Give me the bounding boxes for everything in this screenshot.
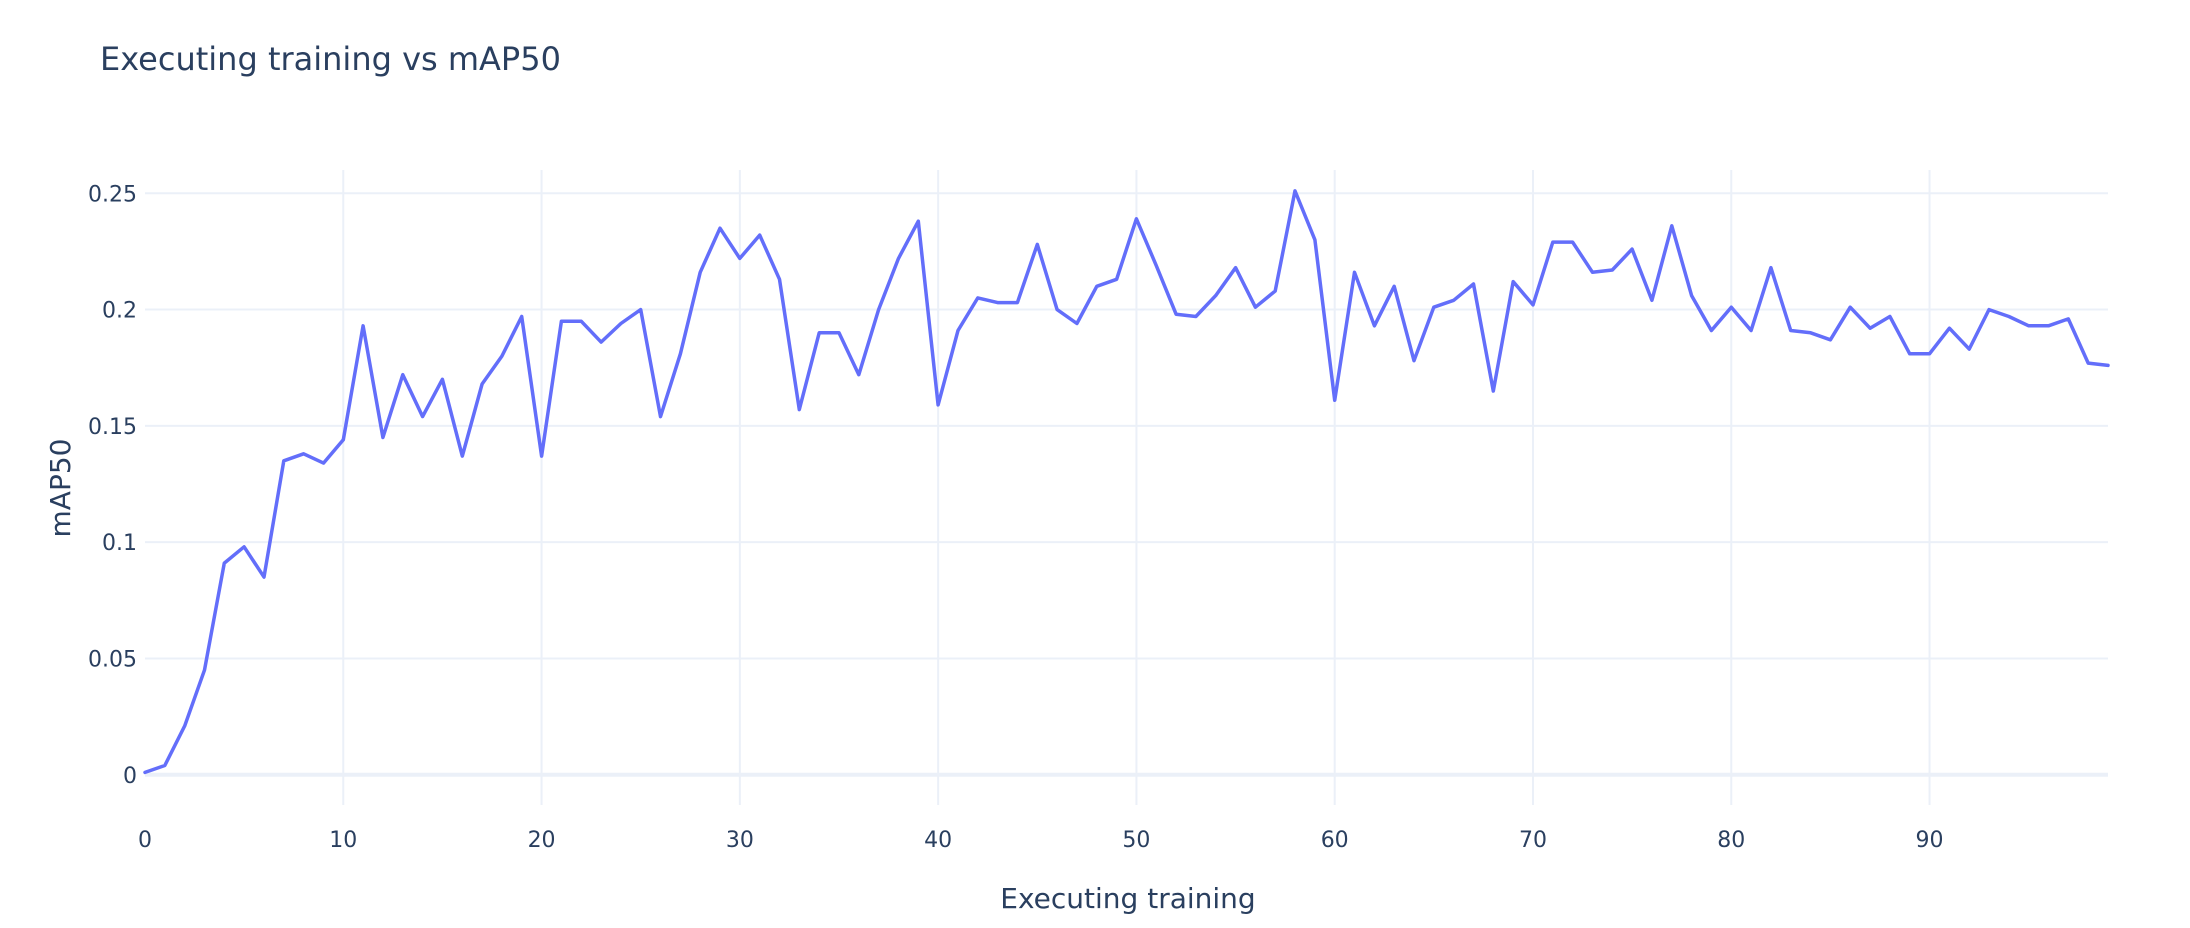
y-tick-label: 0.15	[88, 415, 137, 440]
y-tick-label: 0.05	[88, 647, 137, 672]
x-tick-label: 20	[528, 828, 556, 853]
y-tick-label: 0.1	[102, 531, 137, 556]
x-axis-title: Executing training	[1000, 882, 1255, 915]
chart-title: Executing training vs mAP50	[100, 40, 561, 78]
y-tick-label: 0	[123, 764, 137, 789]
x-tick-label: 70	[1519, 828, 1547, 853]
series-line-layer	[143, 189, 2110, 775]
series-line	[143, 189, 2110, 775]
x-tick-label: 90	[1916, 828, 1944, 853]
x-tick-label: 10	[329, 828, 357, 853]
x-tick-label: 50	[1122, 828, 1150, 853]
x-tick-label: 40	[924, 828, 952, 853]
x-tick-label: 60	[1321, 828, 1349, 853]
y-tick-label: 0.25	[88, 182, 137, 207]
x-tick-label: 30	[726, 828, 754, 853]
y-tick-label: 0.2	[102, 299, 137, 324]
x-axis-ticks: 0 10 20 30 40 50 60 70 80 90	[138, 828, 1944, 853]
grid	[145, 170, 2108, 805]
x-tick-label: 0	[138, 828, 152, 853]
y-axis-title: mAP50	[44, 439, 77, 538]
y-axis-ticks: 0 0.05 0.1 0.15 0.2 0.25	[88, 182, 137, 789]
x-tick-label: 80	[1717, 828, 1745, 853]
